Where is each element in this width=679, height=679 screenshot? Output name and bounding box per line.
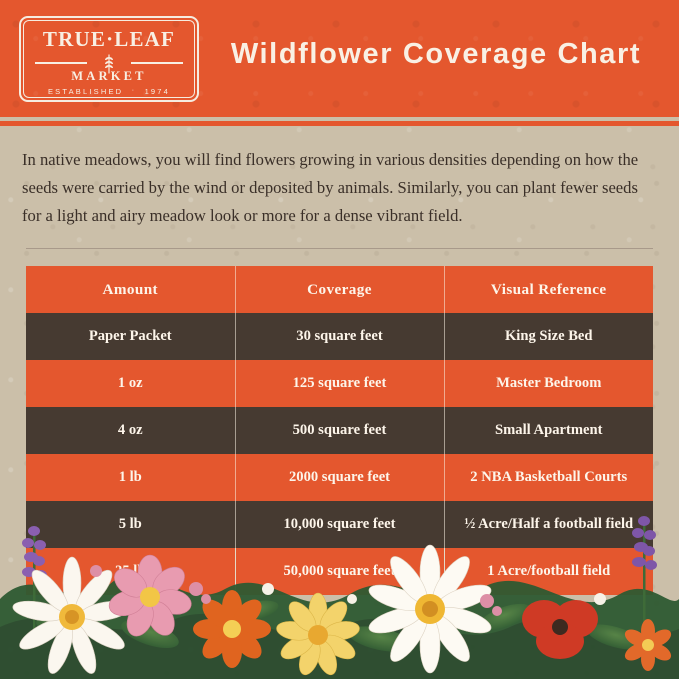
column-header-coverage: Coverage: [235, 266, 445, 313]
intro-paragraph: In native meadows, you will find flowers…: [22, 150, 639, 225]
coverage-table-wrapper: Amount Coverage Visual Reference Paper P…: [26, 266, 653, 595]
cell-reference: 2 NBA Basketball Courts: [470, 469, 628, 485]
coverage-table: Amount Coverage Visual Reference Paper P…: [26, 266, 653, 595]
table-header: Amount Coverage Visual Reference: [26, 266, 653, 313]
cell-reference: 1 Acre/football field: [487, 563, 611, 579]
table-row: 1 lb 2000 square feet 2 NBA Basketball C…: [26, 454, 653, 501]
logo-established-year: 1974: [144, 87, 171, 96]
cell-amount: 4 oz: [26, 407, 236, 454]
column-header-amount: Amount: [26, 266, 236, 313]
section-divider: [26, 248, 653, 249]
cell-coverage: 50,000 square feet: [235, 548, 445, 595]
column-header-visual-reference: Visual Reference: [490, 280, 607, 298]
cell-amount: 25 lb: [26, 548, 236, 595]
logo-frame-inner: [23, 20, 195, 98]
cell-coverage: 10,000 square feet: [235, 501, 445, 548]
logo-middle-ornament: [31, 54, 187, 74]
cell-reference: Small Apartment: [495, 422, 603, 438]
cell-amount: 1 lb: [26, 454, 236, 501]
header-banner: TRUE·LEAF: [0, 0, 679, 117]
cell-coverage: 2000 square feet: [235, 454, 445, 501]
logo-top-text: TRUE·LEAF: [42, 27, 176, 51]
cell-reference: Master Bedroom: [496, 375, 602, 391]
cell-reference: King Size Bed: [504, 328, 593, 344]
logo-dot-separator: ·: [131, 85, 137, 94]
logo-bottom-text: MARKET: [71, 69, 147, 83]
table-header-row: Amount Coverage Visual Reference: [26, 266, 653, 313]
table-row: 25 lb 50,000 square feet 1 Acre/football…: [26, 548, 653, 595]
logo-rule-left: [35, 62, 87, 64]
cell-reference: ½ Acre/Half a football field: [464, 516, 634, 532]
page-title: Wildflower Coverage Chart: [230, 38, 642, 70]
cell-coverage: 125 square feet: [235, 360, 445, 407]
table-body: Paper Packet 30 square feet King Size Be…: [26, 313, 653, 595]
table-row: 1 oz 125 square feet Master Bedroom: [26, 360, 653, 407]
cell-amount: 1 oz: [26, 360, 236, 407]
cell-coverage: 30 square feet: [235, 313, 445, 360]
logo-established-text: ESTABLISHED · 1974: [19, 85, 199, 96]
cell-amount: 5 lb: [26, 501, 236, 548]
table-row: 4 oz 500 square feet Small Apartment: [26, 407, 653, 454]
logo-established-label: ESTABLISHED: [47, 87, 124, 96]
table-row: 5 lb 10,000 square feet ½ Acre/Half a fo…: [26, 501, 653, 548]
table-row: Paper Packet 30 square feet King Size Be…: [26, 313, 653, 360]
logo-frame-outer: [19, 16, 199, 102]
cell-amount: Paper Packet: [26, 313, 236, 360]
cell-coverage: 500 square feet: [235, 407, 445, 454]
logo-rule-right: [131, 62, 183, 64]
brand-logo[interactable]: TRUE·LEAF: [19, 16, 199, 102]
wheat-icon: [100, 52, 118, 77]
header-rule: [0, 121, 679, 126]
